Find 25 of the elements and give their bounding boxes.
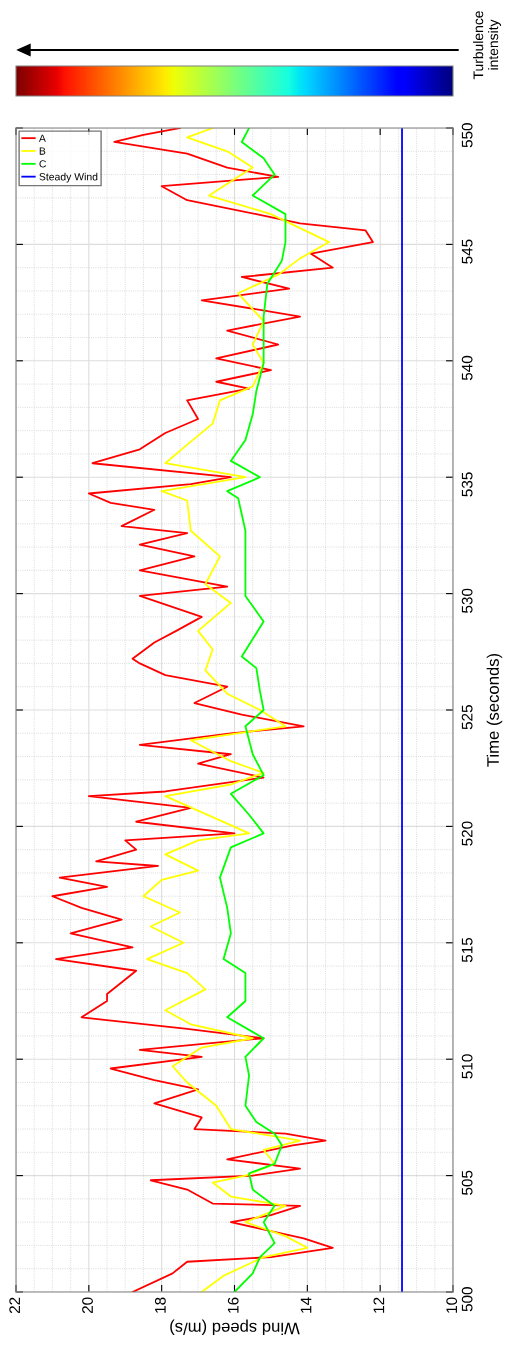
x-tick-label: 16	[227, 1297, 239, 1313]
legend-label: C	[39, 160, 47, 168]
y-axis-title: Time (seconds)	[486, 653, 503, 767]
y-tick-label: 535	[461, 472, 473, 497]
x-tick-label: 14	[300, 1297, 312, 1313]
x-axis-title: Wind speed (m/s)	[170, 1319, 300, 1335]
x-tick-label: 22	[9, 1297, 20, 1314]
x-tick-label: 20	[82, 1297, 93, 1314]
legend-label: A	[38, 134, 46, 142]
text: Turbulence intensity	[473, 11, 501, 80]
y-tick-label: 530	[461, 588, 473, 613]
x-tick-label: 10	[446, 1297, 458, 1313]
y-tick-label: 540	[461, 355, 473, 381]
x-tick-label: 12	[373, 1297, 385, 1313]
y-tick-label: 525	[461, 705, 473, 730]
y-tick-label: 520	[461, 821, 473, 846]
y-tick-label: 515	[461, 937, 473, 963]
y-tick-label: 550	[461, 123, 473, 148]
y-tick-label: 505	[461, 1170, 473, 1195]
y-tick-label: 510	[461, 1054, 473, 1079]
y-tick-label: 500	[461, 1287, 473, 1312]
legend-label: Steady Wind	[39, 172, 98, 183]
legend-label: B	[39, 147, 46, 155]
y-tick-label: 545	[461, 239, 473, 264]
x-tick-label: 18	[154, 1297, 166, 1313]
